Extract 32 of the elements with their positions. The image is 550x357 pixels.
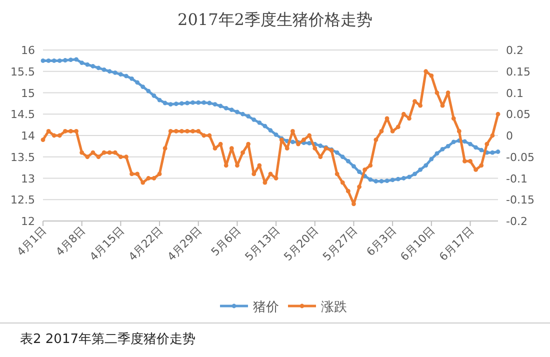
y2-tick-label: 0.1 <box>506 86 524 100</box>
x-tick-label: 4月15日 <box>87 224 127 264</box>
x-tick-label: 6月10日 <box>398 224 438 264</box>
text: 表2 2017年第二季度猪价走势 <box>20 331 196 347</box>
y2-tick-label: 0.05 <box>506 108 530 122</box>
x-tick-label: 5月20日 <box>281 224 322 264</box>
x-tick-label: 6月3日 <box>364 224 399 259</box>
y-tick-label: 13 <box>21 172 35 186</box>
y-tick-label: 15.5 <box>10 65 35 78</box>
x-tick-label: 5月6日 <box>208 224 244 259</box>
y2-tick-label: -0.1 <box>506 172 528 186</box>
y2-tick-label: -0.2 <box>506 215 528 228</box>
y-tick-label: 14.5 <box>10 108 35 122</box>
x-tick-label: 4月29日 <box>164 224 204 264</box>
x-tick-label: 5月27日 <box>320 224 360 264</box>
y2-tick-label: -0.05 <box>506 150 534 164</box>
legend-label: 涨跌 <box>321 300 347 315</box>
x-tick-label: 4月22日 <box>126 224 166 264</box>
y2-tick-label: 0 <box>506 130 513 142</box>
y-tick-label: 15 <box>21 86 35 100</box>
y2-tick-label: -0.15 <box>506 194 534 207</box>
y-tick-label: 13.5 <box>10 150 35 164</box>
chart-title: 2017年2季度生猪价格走势 <box>178 10 372 29</box>
y2-tick-label: 0.15 <box>506 65 530 78</box>
y-tick-label: 16 <box>21 44 35 57</box>
x-tick-label: 6月17日 <box>436 224 476 264</box>
y-tick-label: 14 <box>21 130 35 142</box>
x-tick-label: 4月8日 <box>53 224 88 259</box>
x-tick-label: 5月13日 <box>242 224 282 264</box>
legend-label: 猪价 <box>253 300 279 315</box>
y2-tick-label: 0.2 <box>506 44 524 57</box>
y-tick-label: 12.5 <box>10 194 35 207</box>
